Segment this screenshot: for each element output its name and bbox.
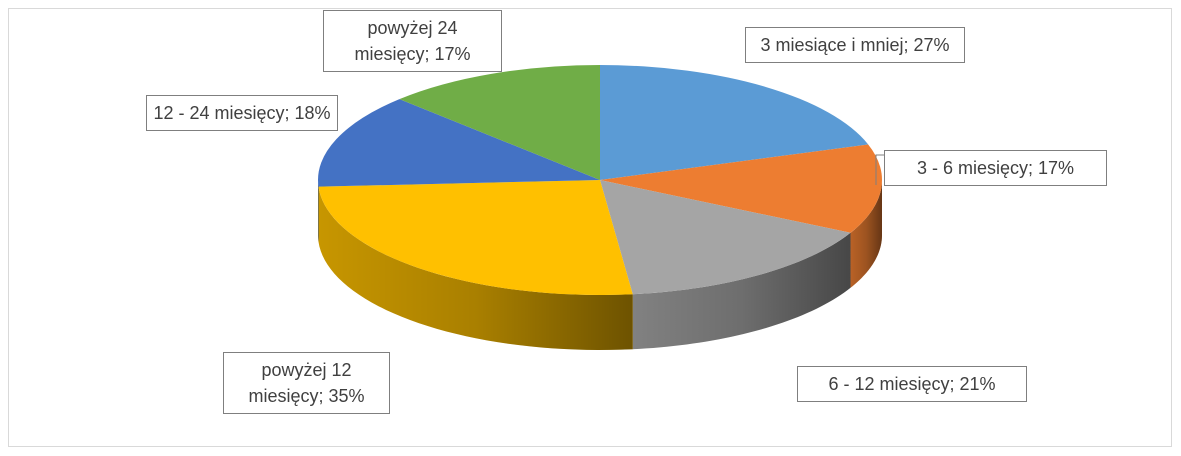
data-label: powyżej 12 miesięcy; 35% bbox=[223, 352, 390, 414]
data-label: 3 miesiące i mniej; 27% bbox=[745, 27, 965, 63]
slice-side-shade bbox=[850, 180, 882, 288]
leader-line bbox=[875, 154, 884, 185]
data-label: powyżej 24 miesięcy; 17% bbox=[323, 10, 502, 72]
slice-side-shade bbox=[318, 186, 633, 350]
data-label: 6 - 12 miesięcy; 21% bbox=[797, 366, 1027, 402]
slice bbox=[318, 99, 600, 187]
slice-side-shade bbox=[632, 232, 851, 350]
slice bbox=[600, 65, 869, 180]
slice bbox=[399, 65, 600, 180]
slice bbox=[600, 180, 851, 295]
slice bbox=[600, 144, 882, 233]
data-label: 3 - 6 miesięcy; 17% bbox=[884, 150, 1107, 186]
data-label: 12 - 24 miesięcy; 18% bbox=[146, 95, 338, 131]
chart-frame bbox=[8, 8, 1172, 447]
slice bbox=[318, 180, 633, 295]
